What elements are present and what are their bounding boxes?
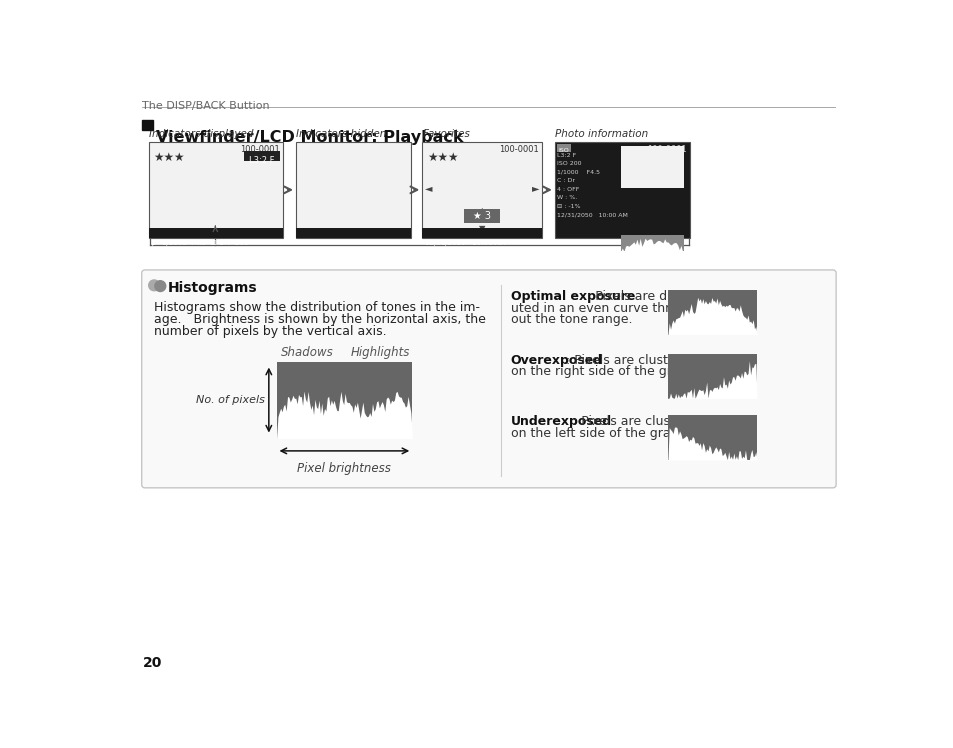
Text: No. of pixels: No. of pixels xyxy=(196,395,265,405)
Text: ★ 3: ★ 3 xyxy=(473,211,491,221)
Text: 100-0001: 100-0001 xyxy=(499,145,538,154)
Text: Pixel brightness: Pixel brightness xyxy=(296,462,391,475)
Text: Indicators displayed: Indicators displayed xyxy=(149,129,253,139)
Text: 12/31/2050   10:00 AM: 12/31/2050 10:00 AM xyxy=(425,240,505,246)
Bar xyxy=(142,120,152,130)
Bar xyxy=(422,227,542,239)
Text: 1/1000    F4.5: 1/1000 F4.5 xyxy=(557,170,599,175)
Text: ★★★: ★★★ xyxy=(153,151,185,165)
Bar xyxy=(667,290,757,334)
Text: ★★★: ★★★ xyxy=(427,151,458,165)
Bar xyxy=(464,209,499,223)
Text: Shadows: Shadows xyxy=(280,346,333,359)
Text: number of pixels by the vertical axis.: number of pixels by the vertical axis. xyxy=(154,325,386,338)
Text: Histograms: Histograms xyxy=(168,281,257,295)
Bar xyxy=(555,142,690,239)
Text: 100-0001: 100-0001 xyxy=(239,145,279,154)
Text: 4 : OFF: 4 : OFF xyxy=(557,187,578,191)
Text: 100-0001: 100-0001 xyxy=(647,145,686,154)
Text: out the tone range.: out the tone range. xyxy=(510,313,632,326)
Bar xyxy=(295,142,410,239)
Circle shape xyxy=(149,280,159,291)
Text: ▶  1/1000  F4.5  ⊟-1½  200: ▶ 1/1000 F4.5 ⊟-1½ 200 xyxy=(152,240,248,246)
Bar xyxy=(557,144,571,152)
Text: : Pixels are clustered: : Pixels are clustered xyxy=(573,415,703,429)
Text: Underexposed: Underexposed xyxy=(510,415,611,429)
Text: ISO: ISO xyxy=(558,148,569,153)
Text: 12/31/2050   10:00 AM: 12/31/2050 10:00 AM xyxy=(152,227,238,236)
Text: L3:2 F: L3:2 F xyxy=(249,156,274,165)
FancyBboxPatch shape xyxy=(142,270,835,488)
Text: on the left side of the graph.: on the left side of the graph. xyxy=(510,427,689,440)
Text: ►: ► xyxy=(531,183,538,193)
Text: Optimal exposure: Optimal exposure xyxy=(510,290,635,303)
Text: Overexposed: Overexposed xyxy=(510,354,602,367)
Text: C : Dr: C : Dr xyxy=(557,178,575,183)
Text: Indicators hidden: Indicators hidden xyxy=(295,129,386,139)
Bar xyxy=(276,361,412,438)
Bar xyxy=(244,150,279,161)
Text: Histograms show the distribution of tones in the im-: Histograms show the distribution of tone… xyxy=(154,301,479,313)
Text: Viewfinder/LCD Monitor: Playback: Viewfinder/LCD Monitor: Playback xyxy=(156,130,463,145)
Text: L3:2 F: L3:2 F xyxy=(557,153,576,158)
Text: : Pixels are clustered: : Pixels are clustered xyxy=(566,354,696,367)
Bar xyxy=(620,146,683,188)
Text: Highlights: Highlights xyxy=(350,346,410,359)
Text: Photo information: Photo information xyxy=(555,129,647,139)
Bar xyxy=(667,354,757,399)
Text: : Pixels are distrib-: : Pixels are distrib- xyxy=(587,290,702,303)
Text: ISO 200: ISO 200 xyxy=(557,162,581,166)
Bar xyxy=(149,142,282,239)
Bar xyxy=(422,142,542,239)
Text: 20: 20 xyxy=(142,657,162,670)
Text: W : %.: W : %. xyxy=(557,195,577,200)
Text: ▲: ▲ xyxy=(478,206,485,215)
Bar xyxy=(295,227,410,239)
Text: ◄: ◄ xyxy=(425,183,433,193)
Text: ▼: ▼ xyxy=(478,224,485,233)
Text: The DISP/BACK Buttion: The DISP/BACK Buttion xyxy=(142,100,270,111)
Bar xyxy=(149,227,282,239)
Text: Favorites: Favorites xyxy=(422,129,470,139)
Text: 12/31/2050   10:00 AM: 12/31/2050 10:00 AM xyxy=(557,212,627,217)
Bar xyxy=(620,235,683,251)
Text: on the right side of the graph.: on the right side of the graph. xyxy=(510,366,699,378)
Circle shape xyxy=(154,280,166,292)
Bar xyxy=(667,415,757,460)
Text: uted in an even curve through-: uted in an even curve through- xyxy=(510,301,705,314)
Text: age.   Brightness is shown by the horizontal axis, the: age. Brightness is shown by the horizont… xyxy=(154,313,485,326)
Text: ⊟ : -1%: ⊟ : -1% xyxy=(557,203,580,209)
